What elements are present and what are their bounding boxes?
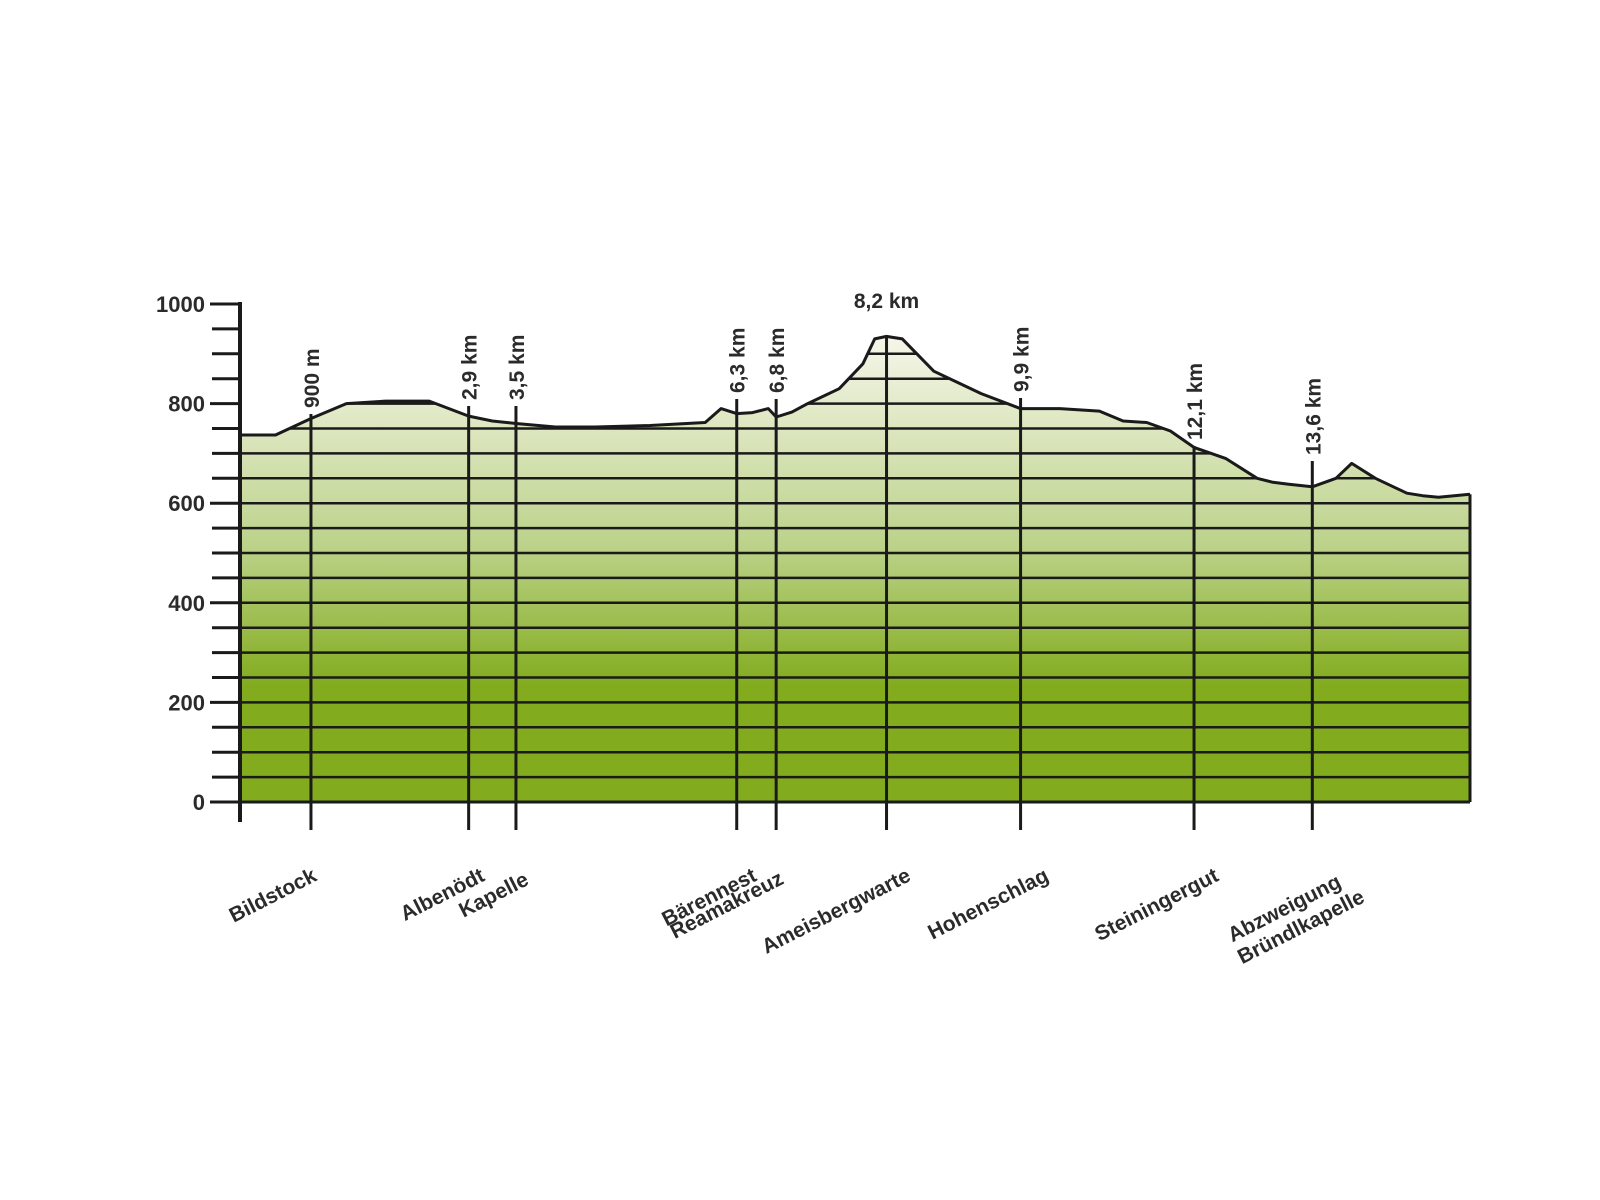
marker-waypoint-name: Hohenschlag bbox=[924, 864, 1052, 944]
elevation-area bbox=[240, 336, 1470, 802]
marker-km-label: 2,9 km bbox=[459, 335, 482, 400]
marker-waypoint-name: Steiningergut bbox=[1091, 864, 1222, 946]
marker-waypoint-name: AbzweigungBründlkapelle bbox=[1223, 864, 1368, 969]
y-tick-label: 1000 bbox=[156, 292, 205, 317]
y-tick-label: 200 bbox=[168, 690, 205, 715]
marker-layer bbox=[309, 336, 1314, 830]
marker-km-label: 900 m bbox=[301, 348, 324, 408]
y-tick-label: 400 bbox=[168, 591, 205, 616]
marker-km-label: 13,6 km bbox=[1302, 378, 1325, 455]
marker-waypoint-name: Bildstock bbox=[226, 864, 321, 928]
y-tick-label: 800 bbox=[168, 392, 205, 417]
marker-km-label: 9,9 km bbox=[1011, 327, 1034, 392]
grid-layer bbox=[240, 334, 1472, 804]
y-tick-label: 0 bbox=[193, 790, 205, 815]
marker-km-label: 12,1 km bbox=[1184, 363, 1207, 440]
y-axis: 0 200 400 600 800 1000 bbox=[156, 292, 242, 822]
marker-km-label: 6,3 km bbox=[727, 328, 750, 393]
elevation-area-layer bbox=[240, 336, 1470, 802]
y-tick-label: 600 bbox=[168, 491, 205, 516]
marker-km-label: 6,8 km bbox=[766, 328, 789, 393]
marker-km-label: 8,2 km bbox=[854, 290, 919, 313]
elevation-line bbox=[240, 334, 1471, 499]
marker-km-label: 3,5 km bbox=[506, 335, 529, 400]
